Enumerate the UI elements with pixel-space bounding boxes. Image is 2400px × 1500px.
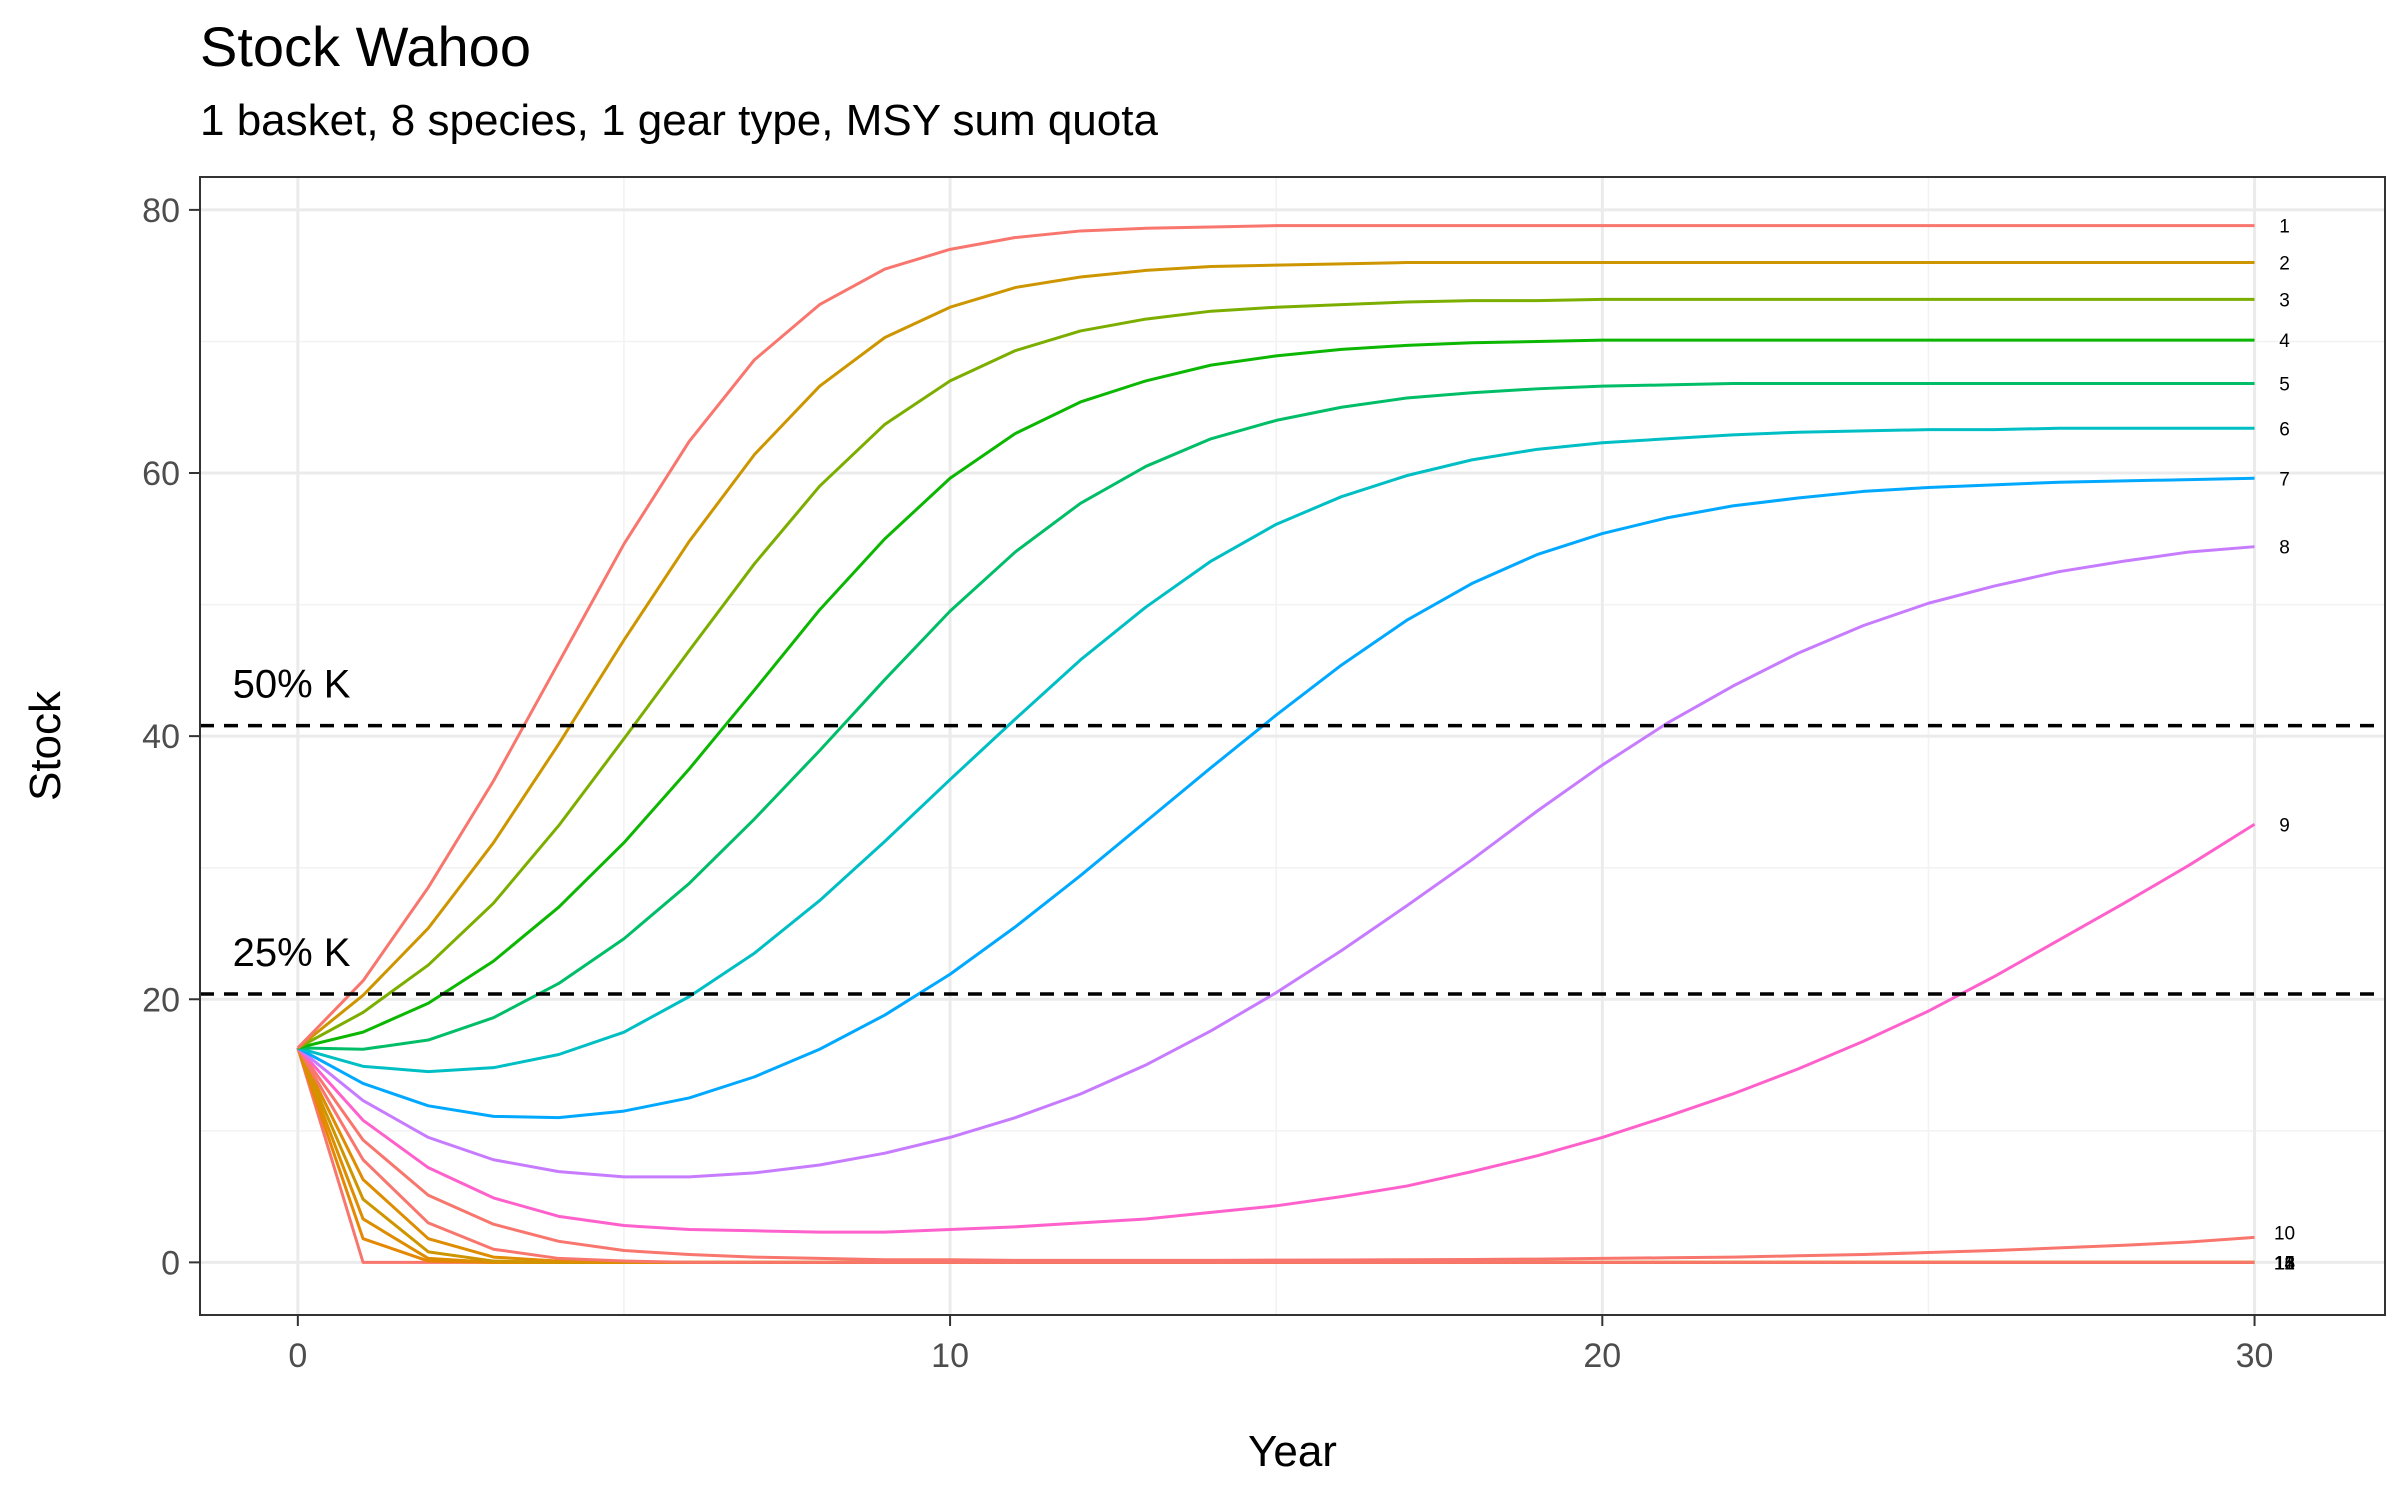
series-end-label-16: 16 [2274,1253,2295,1274]
y-axis-title: Stock [21,690,70,801]
series-line-3 [297,297,2255,1050]
x-axis-title: Year [1248,1427,1337,1476]
series-end-label-2: 2 [2279,254,2290,275]
series-end-label-6: 6 [2279,419,2290,440]
series-line-5 [297,382,2255,1051]
reference-line-label: 50% K [233,663,351,707]
series-line-1 [296,224,2255,1049]
series-line-10 [296,1047,2255,1262]
plot-panel-border [199,176,2386,1316]
series-end-label-5: 5 [2279,375,2290,396]
series-end-label-10: 10 [2274,1223,2295,1244]
axes: 0 10 20 30 0 20 40 60 80 [142,192,2273,1375]
chart-subtitle: 1 basket, 8 species, 1 gear type, MSY su… [200,96,1158,145]
series-end-label-4: 4 [2279,331,2290,352]
series-end-label-12: 12 [2274,1253,2295,1274]
reference-line-label: 25% K [233,931,351,975]
chart-title: Stock Wahoo [200,15,531,78]
y-tick-label: 60 [142,455,180,493]
series-line-6 [297,426,2255,1074]
series-line-9 [296,823,2256,1234]
x-tick-label: 10 [931,1337,969,1375]
series-line-7 [297,476,2255,1120]
series-end-label-9: 9 [2279,815,2290,836]
series-line-2 [296,261,2255,1050]
y-tick-label: 0 [161,1244,180,1282]
x-tick-label: 30 [2236,1337,2274,1375]
series-line-11 [296,1047,2255,1264]
series-end-label-14: 14 [2274,1253,2296,1274]
x-tick-label: 20 [1583,1337,1621,1375]
series-end-label-15: 15 [2274,1253,2295,1274]
series-end-label-11: 11 [2275,1253,2295,1274]
series-line-8 [296,545,2255,1179]
series-end-label-13: 13 [2274,1253,2295,1274]
y-tick-label: 80 [142,192,180,230]
y-tick-label: 40 [142,718,180,756]
series-end-label-1: 1 [2279,217,2290,238]
grid-lines [200,177,2385,1315]
series-end-label-7: 7 [2279,469,2290,490]
series-lines [296,224,2256,1264]
series-end-label-8: 8 [2279,538,2290,559]
series-line-4 [297,338,2255,1050]
series-end-label-3: 3 [2279,290,2290,311]
x-tick-label: 0 [288,1337,307,1375]
reference-lines: 50% K 25% K [200,663,2385,996]
y-tick-label: 20 [142,981,180,1019]
